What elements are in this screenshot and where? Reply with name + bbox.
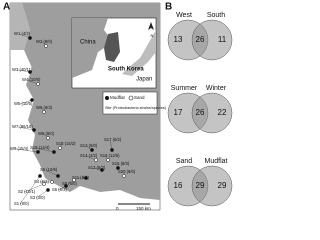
site-label: S11 (9/2): [72, 175, 90, 180]
leader: [19, 175, 41, 205]
site-label: S2 (10/1): [18, 189, 36, 194]
inset-label: South Korea: [108, 67, 144, 73]
venn-set-label: Winter: [206, 85, 227, 92]
site-marker: [84, 176, 88, 180]
site-label: S1 (8/0): [14, 201, 30, 206]
venn-count: 26: [196, 108, 205, 117]
legend: [102, 91, 158, 115]
site-marker: [42, 110, 46, 114]
site-label: S18 (15/2): [56, 141, 76, 146]
site-label: S8 (5/0): [62, 181, 78, 186]
site-marker: [90, 148, 94, 152]
inset-land: [72, 18, 110, 78]
inset-label: China: [80, 40, 96, 46]
venn-count: 13: [174, 35, 183, 44]
site-marker: [72, 178, 76, 182]
scale-label: 150 km: [136, 206, 151, 211]
site-marker: [46, 136, 50, 140]
leader: [23, 183, 45, 193]
venn-circle: [191, 19, 233, 61]
inset-land: [122, 30, 156, 76]
site-marker: [42, 182, 46, 186]
north-label: N: [151, 33, 154, 38]
venn-circle: [191, 92, 233, 134]
venn-set-label: Sand: [176, 158, 192, 165]
legend-label: Site (Proteobacteria strains/species): [105, 106, 167, 110]
land: [10, 3, 30, 50]
site-marker: [56, 174, 60, 178]
site-marker: [50, 180, 54, 184]
venn-count: 29: [196, 181, 205, 190]
leader: [17, 126, 35, 131]
venn-count: 26: [196, 35, 205, 44]
venn-count: 16: [174, 181, 183, 190]
site-marker: [110, 148, 114, 152]
inset-label: Japan: [136, 77, 152, 83]
site-marker: [100, 168, 104, 172]
venn-set-label: South: [207, 12, 225, 19]
north-arrow: [148, 22, 154, 30]
panel-label: A: [3, 2, 10, 13]
scale-label: 0: [116, 206, 119, 211]
site-marker: [36, 150, 40, 154]
site-marker: [64, 184, 68, 188]
site-marker: [28, 36, 32, 40]
venn-circle: [191, 165, 233, 207]
site-label: W1 (4/2): [14, 31, 31, 36]
leader: [35, 189, 49, 199]
site-label: S16 (12/5): [100, 153, 120, 158]
site-label: S13 (6/0): [80, 143, 98, 148]
site-label: W7 (86/18): [12, 124, 33, 129]
site-label: S14 (4/2): [80, 153, 98, 158]
figure: A B China South Korea Japan N Mudflat Sa…: [3, 2, 233, 211]
legend-label: Sand: [134, 95, 145, 100]
site-label: S3 (3/0): [30, 195, 46, 200]
venn-count: 17: [174, 108, 183, 117]
venn-count: 11: [218, 35, 227, 44]
venn-set-label: West: [176, 12, 192, 19]
leader: [45, 169, 59, 177]
site-label: S20 (6/0): [118, 169, 136, 174]
site-label: S4 (6/3): [34, 179, 50, 184]
leader: [15, 148, 39, 153]
site-marker: [122, 174, 126, 178]
leader: [19, 99, 33, 105]
venn-count: 29: [218, 181, 227, 190]
legend-swatch: [128, 95, 134, 101]
venn-count: 22: [218, 108, 227, 117]
site-label: S19 (14/4): [30, 145, 50, 150]
site-label: W6 (6/3): [36, 105, 53, 110]
site-marker: [58, 146, 62, 150]
site-marker: [36, 82, 40, 86]
site-marker: [46, 188, 50, 192]
site-marker: [44, 44, 48, 48]
leader: [17, 69, 31, 73]
inset-korea: [104, 32, 120, 62]
site-label: W2 (6/0): [36, 39, 53, 44]
legend-label: Mudflat: [110, 95, 126, 100]
venn-set-label: Summer: [171, 85, 198, 92]
site-marker: [52, 150, 56, 154]
site-marker: [94, 158, 98, 162]
site-label: W4 (10/5): [22, 77, 41, 82]
venn-set-label: Mudflat: [205, 158, 228, 165]
site-label: S12 (6/3): [88, 165, 106, 170]
site-label: W3 (40/11): [12, 67, 33, 72]
site-label: W5 (10/5): [14, 101, 33, 106]
panel-label: B: [165, 2, 172, 13]
site-label: W9 (15/4): [10, 146, 29, 151]
site-label: S15 (8/3): [112, 161, 130, 166]
site-label: W8 (6/0): [38, 131, 55, 136]
site-marker: [116, 166, 120, 170]
site-marker: [30, 98, 34, 102]
site-label: S5 (10/6): [40, 167, 58, 172]
site-marker: [32, 128, 36, 132]
site-marker: [106, 158, 110, 162]
legend-swatch: [105, 96, 109, 100]
site-label: S6 (8/3): [52, 187, 68, 192]
site-marker: [28, 70, 32, 74]
leader: [35, 147, 55, 153]
site-marker: [38, 174, 42, 178]
site-label: S17 (8/2): [104, 137, 122, 142]
